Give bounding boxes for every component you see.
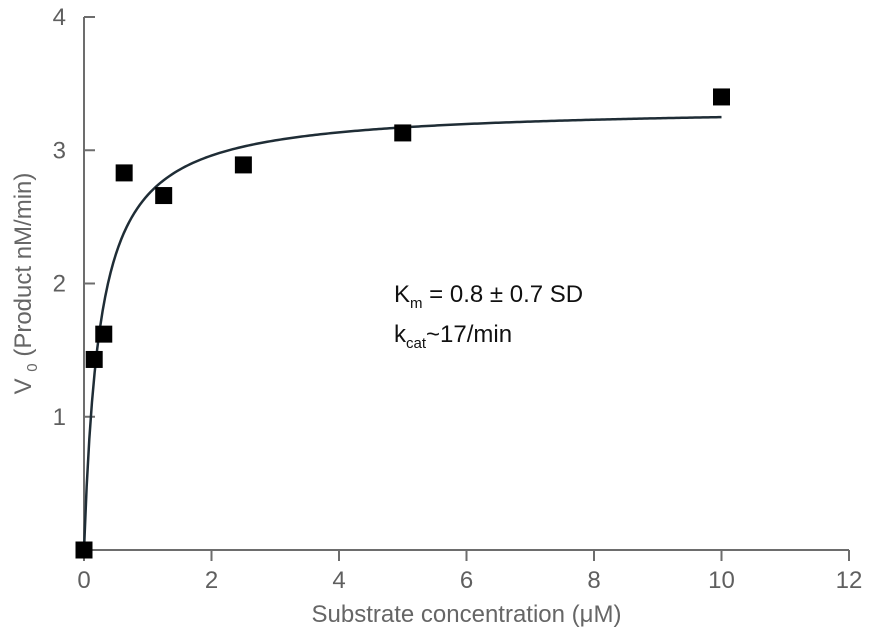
y-tick-label: 3 (53, 137, 66, 164)
y-tick-label: 2 (53, 271, 66, 298)
annotation-part: cat (406, 335, 427, 352)
x-tick-label: 0 (77, 567, 90, 594)
annotation-part: m (410, 295, 423, 312)
y-axis-ticks: 1 2 3 4 (53, 4, 95, 431)
y-axis-label-rest: (Product nM/min) (10, 173, 37, 357)
x-tick-label: 8 (587, 567, 600, 594)
x-tick-label: 10 (708, 567, 735, 594)
data-point-1 (75, 541, 93, 559)
annotation-part: K (394, 281, 410, 308)
x-axis-ticks: 0 2 4 6 8 10 12 (77, 550, 862, 594)
annotation-part: ~17/min (426, 321, 512, 348)
x-tick-label: 12 (836, 567, 863, 594)
data-points (75, 88, 730, 559)
x-tick-label: 4 (332, 567, 345, 594)
annotation-part: k (394, 321, 407, 348)
x-tick-label: 2 (205, 567, 218, 594)
data-point-2 (85, 350, 103, 368)
y-tick-label: 4 (53, 4, 66, 31)
data-point-5 (155, 187, 173, 205)
data-point-6 (234, 156, 252, 174)
data-point-4 (115, 164, 133, 182)
x-axis-label: Substrate concentration (μM) (312, 601, 622, 628)
y-axis-label: V 0 (Product nM/min) (10, 173, 43, 395)
data-point-7 (394, 124, 412, 142)
y-axis-label-subscript: 0 (24, 363, 41, 371)
y-axis-label-main: V (10, 378, 37, 394)
y-tick-label: 1 (53, 404, 66, 431)
annotation-line-1: Km = 0.8 ± 0.7 SD (394, 281, 583, 312)
data-point-8 (713, 88, 730, 106)
annotation-part: = 0.8 ± 0.7 SD (423, 281, 584, 308)
annotation-line-2: kcat~17/min (394, 321, 512, 352)
data-point-3 (95, 325, 113, 343)
annotation-block: Km = 0.8 ± 0.7 SD kcat~17/min (394, 281, 583, 352)
x-tick-label: 6 (460, 567, 473, 594)
